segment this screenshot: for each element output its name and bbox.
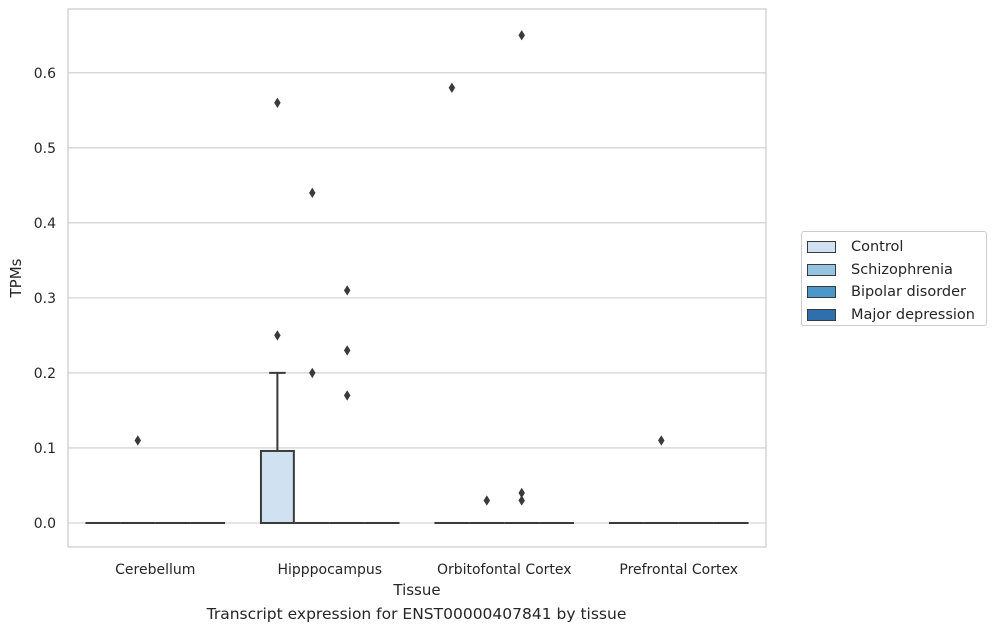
x-tick-label-1: Hipppocampus — [277, 562, 382, 578]
outlier-1-1-0 — [309, 187, 316, 199]
box-0-1 — [259, 371, 295, 524]
y-tick-label-1: 0.1 — [34, 441, 56, 457]
outlier-1-3-0 — [658, 435, 665, 446]
legend-swatch-control — [807, 241, 836, 254]
legend-swatch-major-depression — [807, 308, 836, 321]
legend-item-major-depression: Major depression — [807, 304, 986, 327]
y-tick-labels: 0.0 0.1 0.2 0.3 0.4 0.5 0.6 — [34, 66, 56, 532]
x-tick-label-0: Cerebellum — [115, 562, 195, 578]
outlier-2-2-2 — [518, 495, 525, 506]
outlier-1-2-0 — [483, 495, 491, 506]
outlier-0-2-0 — [448, 82, 456, 93]
legend-label-bipolar-disorder: Bipolar disorder — [851, 284, 966, 301]
outlier-2-2-1 — [518, 487, 525, 499]
legend-label-control: Control — [851, 239, 904, 256]
x-tick-label-3: Prefrontal Cortex — [619, 562, 738, 578]
y-tick-label-3: 0.3 — [34, 291, 56, 307]
x-tick-labels: Cerebellum Hipppocampus Orbitofontal Corte… — [115, 562, 738, 578]
legend-item-bipolar-disorder: Bipolar disorder — [807, 281, 986, 304]
y-axis-label: TPMs — [7, 258, 25, 298]
y-tick-label-5: 0.5 — [34, 141, 56, 157]
outlier-2-1-0 — [343, 285, 351, 296]
outlier-2-1-2 — [343, 390, 351, 401]
outlier-2-2-0 — [518, 30, 525, 41]
legend: Control Schizophrenia Bipolar disorder M… — [801, 231, 987, 326]
legend-swatch-bipolar-disorder — [807, 286, 836, 299]
outlier-0-1-1 — [274, 330, 281, 341]
outlier-1-0-0 — [134, 435, 142, 446]
legend-item-control: Control — [807, 236, 986, 259]
outliers — [134, 30, 665, 506]
outlier-2-1-1 — [343, 345, 351, 356]
plot-frame — [67, 8, 767, 548]
plot-area — [68, 9, 766, 547]
y-tick-label-6: 0.6 — [34, 66, 56, 82]
y-tick-label-2: 0.2 — [34, 366, 56, 382]
legend-label-major-depression: Major depression — [851, 306, 975, 323]
y-tick-label-0: 0.0 — [34, 516, 56, 532]
box-body — [259, 449, 295, 524]
legend-label-schizophrenia: Schizophrenia — [851, 261, 953, 278]
x-tick-label-2: Orbitofontal Cortex — [437, 562, 572, 578]
outlier-1-1-1 — [309, 367, 316, 379]
boxes — [85, 371, 749, 524]
y-tick-label-4: 0.4 — [34, 216, 56, 232]
chart-title: Transcript expression for ENST0000040784… — [206, 605, 627, 623]
legend-swatch-schizophrenia — [807, 263, 836, 276]
legend-item-schizophrenia: Schizophrenia — [807, 259, 986, 282]
outlier-0-1-0 — [274, 97, 281, 108]
x-axis-label: Tissue — [392, 581, 440, 599]
